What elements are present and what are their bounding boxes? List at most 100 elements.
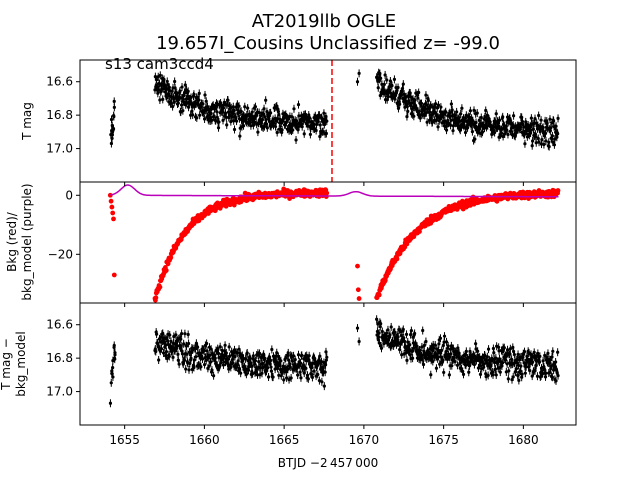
data-point bbox=[491, 124, 496, 128]
data-point bbox=[425, 120, 429, 124]
data-point bbox=[307, 116, 312, 120]
data-point bbox=[386, 328, 390, 332]
data-point bbox=[383, 73, 387, 77]
data-point bbox=[541, 125, 545, 129]
data-point bbox=[449, 102, 453, 106]
data-point bbox=[379, 346, 384, 350]
data-point bbox=[494, 373, 498, 377]
data-point bbox=[514, 367, 519, 371]
data-point bbox=[298, 361, 303, 365]
data-point bbox=[494, 112, 498, 116]
data-point bbox=[186, 341, 191, 346]
data-point bbox=[324, 350, 328, 354]
data-point bbox=[110, 128, 114, 133]
data-point bbox=[520, 372, 524, 376]
data-point bbox=[548, 117, 552, 121]
data-point bbox=[282, 378, 286, 382]
data-point bbox=[501, 361, 505, 365]
data-point bbox=[389, 325, 393, 329]
data-point bbox=[208, 353, 212, 357]
data-point bbox=[524, 365, 528, 369]
data-point bbox=[109, 381, 113, 385]
data-point bbox=[192, 358, 196, 362]
data-point bbox=[204, 99, 208, 103]
data-point bbox=[486, 347, 491, 351]
data-point bbox=[187, 368, 191, 372]
data-point bbox=[400, 353, 404, 357]
data-point bbox=[468, 109, 472, 113]
data-point bbox=[180, 331, 184, 336]
data-point bbox=[321, 130, 325, 134]
bkg-point bbox=[394, 256, 400, 262]
data-point bbox=[421, 328, 425, 333]
data-point bbox=[446, 121, 451, 125]
data-point bbox=[304, 366, 308, 370]
bkg-point bbox=[157, 284, 163, 290]
data-point bbox=[246, 106, 250, 110]
data-point bbox=[522, 132, 527, 136]
data-point bbox=[157, 358, 161, 362]
data-point bbox=[324, 131, 328, 136]
data-point bbox=[173, 86, 177, 90]
data-point bbox=[181, 109, 185, 113]
data-point bbox=[238, 134, 242, 138]
top-panel-marks bbox=[109, 68, 560, 151]
data-point bbox=[405, 358, 409, 363]
data-point bbox=[474, 347, 478, 351]
data-point bbox=[176, 352, 180, 357]
data-point bbox=[430, 120, 434, 124]
bkg-point bbox=[110, 210, 116, 216]
data-point bbox=[518, 369, 523, 373]
data-point bbox=[464, 349, 468, 353]
x-axis-ticks: 1655 1660 1665 1670 1675 1680 bbox=[109, 182, 539, 447]
data-point bbox=[528, 369, 532, 373]
panel-bottom: 16.6 16.8 17.0 T mag − bkg_model bbox=[0, 302, 577, 426]
data-point bbox=[515, 358, 519, 362]
data-point bbox=[418, 348, 422, 353]
data-point bbox=[426, 98, 430, 103]
bkg-point bbox=[324, 190, 330, 196]
data-point bbox=[232, 127, 237, 132]
data-point bbox=[380, 82, 384, 86]
data-point bbox=[408, 343, 412, 347]
data-point bbox=[226, 98, 230, 102]
data-point bbox=[479, 115, 483, 120]
data-point bbox=[419, 101, 424, 106]
data-point bbox=[260, 118, 265, 122]
data-point bbox=[382, 82, 386, 86]
data-point bbox=[550, 375, 554, 379]
data-point bbox=[302, 132, 306, 136]
data-point bbox=[547, 144, 551, 149]
data-point bbox=[411, 356, 415, 360]
data-point bbox=[532, 121, 536, 126]
data-point bbox=[203, 93, 207, 97]
data-point bbox=[197, 91, 201, 96]
data-point bbox=[438, 336, 443, 340]
data-point bbox=[291, 354, 296, 358]
data-point bbox=[296, 103, 301, 107]
data-point bbox=[177, 362, 181, 366]
bottom-panel-yticks: 16.6 16.8 17.0 bbox=[46, 318, 80, 399]
bkg-point bbox=[417, 229, 422, 234]
data-point bbox=[277, 373, 281, 377]
data-point bbox=[398, 342, 403, 346]
y-tick-label: −20 bbox=[48, 247, 73, 261]
data-point bbox=[485, 355, 489, 359]
bkg-point bbox=[168, 255, 174, 260]
data-point bbox=[307, 354, 311, 358]
data-point bbox=[239, 371, 243, 375]
data-point bbox=[161, 97, 165, 101]
data-point bbox=[529, 352, 533, 356]
data-point bbox=[280, 128, 284, 132]
data-point bbox=[519, 364, 523, 368]
data-point bbox=[225, 123, 229, 127]
data-point bbox=[484, 108, 488, 113]
data-point bbox=[189, 95, 193, 100]
data-point bbox=[186, 89, 190, 93]
data-point bbox=[470, 130, 474, 134]
data-point bbox=[112, 105, 116, 109]
data-point bbox=[432, 346, 436, 350]
data-point bbox=[444, 340, 449, 344]
data-point bbox=[506, 132, 510, 137]
data-point bbox=[429, 103, 433, 107]
